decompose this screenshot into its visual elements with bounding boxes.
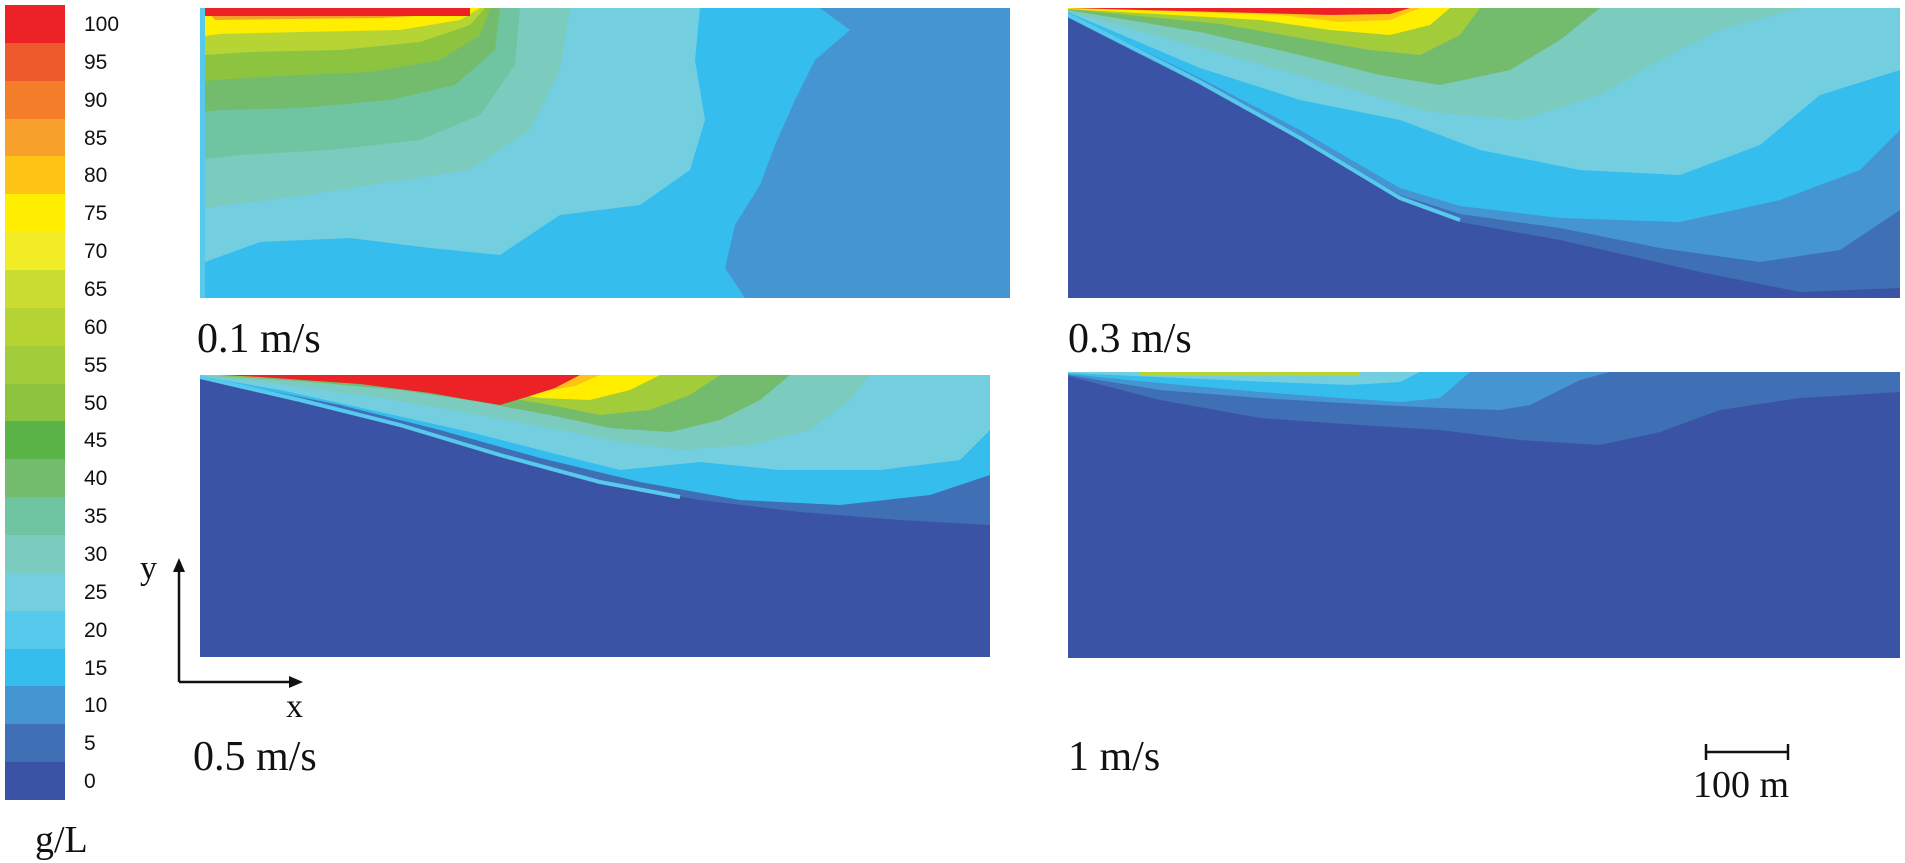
colorbar-swatch bbox=[5, 383, 65, 422]
colorbar-tick-label: 80 bbox=[84, 164, 108, 188]
colorbar-swatch bbox=[5, 610, 65, 650]
colorbar-swatch bbox=[5, 118, 65, 157]
colorbar-tick-label: 65 bbox=[84, 277, 108, 301]
colorbar-swatch bbox=[5, 156, 65, 195]
colorbar-tick-label: 35 bbox=[84, 505, 108, 529]
colorbar-tick-label: 60 bbox=[84, 315, 108, 339]
colorbar-swatch bbox=[5, 535, 65, 574]
colorbar-tick-label: 45 bbox=[84, 429, 108, 453]
panel-label-0-3: 0.3 m/s bbox=[1068, 316, 1192, 362]
colorbar-unit-label: g/L bbox=[35, 819, 88, 861]
colorbar bbox=[5, 5, 65, 801]
colorbar-tick-label: 0 bbox=[84, 770, 96, 794]
colorbar-swatch bbox=[5, 724, 65, 763]
colorbar-swatch bbox=[5, 194, 65, 233]
colorbar-tick-label: 40 bbox=[84, 467, 108, 491]
colorbar-swatch bbox=[5, 648, 65, 687]
colorbar-swatch bbox=[5, 497, 65, 536]
colorbar-swatch bbox=[5, 270, 65, 309]
axis-arrows bbox=[173, 558, 303, 688]
colorbar-tick-label: 70 bbox=[84, 240, 108, 264]
colorbar-tick-label: 15 bbox=[84, 656, 108, 680]
colorbar-swatch bbox=[5, 5, 65, 44]
colorbar-tick-label: 20 bbox=[84, 618, 108, 642]
colorbar-swatch bbox=[5, 42, 65, 82]
scale-bar-label: 100 m bbox=[1693, 764, 1790, 806]
colorbar-tick-label: 10 bbox=[84, 694, 108, 718]
colorbar-swatch bbox=[5, 345, 65, 385]
colorbar-tick-label: 100 bbox=[84, 12, 120, 36]
contour-panel-0-3 bbox=[1068, 8, 1900, 298]
colorbar-tick-label: 50 bbox=[84, 391, 108, 415]
colorbar-tick-label: 30 bbox=[84, 542, 108, 566]
panel-label-0-5: 0.5 m/s bbox=[193, 734, 317, 780]
colorbar-swatch bbox=[5, 80, 65, 120]
colorbar-tick-label: 5 bbox=[84, 732, 96, 756]
colorbar-tick-label: 75 bbox=[84, 202, 108, 226]
x-axis-letter: x bbox=[286, 688, 303, 725]
colorbar-tick-label: 95 bbox=[84, 50, 108, 74]
panel-label-0-1: 0.1 m/s bbox=[197, 316, 321, 362]
y-axis-letter: y bbox=[140, 550, 157, 587]
colorbar-tick-label: 55 bbox=[84, 353, 108, 377]
contour-panel-0-5 bbox=[200, 375, 990, 657]
colorbar-swatch bbox=[5, 572, 65, 612]
panel-label-1: 1 m/s bbox=[1068, 734, 1161, 780]
colorbar-tick-label: 90 bbox=[84, 88, 108, 112]
colorbar-swatch bbox=[5, 307, 65, 347]
scale-bar bbox=[1704, 744, 1790, 760]
x-arrowhead-icon bbox=[289, 676, 303, 688]
colorbar-swatch bbox=[5, 762, 65, 801]
colorbar-tick-label: 85 bbox=[84, 126, 108, 150]
contour-panel-1 bbox=[1068, 372, 1900, 658]
colorbar-tick-label: 25 bbox=[84, 580, 108, 604]
y-arrowhead-icon bbox=[173, 558, 185, 572]
colorbar-swatch bbox=[5, 686, 65, 725]
contour-panel-0-1 bbox=[200, 8, 1010, 298]
colorbar-swatch bbox=[5, 459, 65, 498]
colorbar-swatch bbox=[5, 421, 65, 460]
colorbar-swatch bbox=[5, 232, 65, 271]
